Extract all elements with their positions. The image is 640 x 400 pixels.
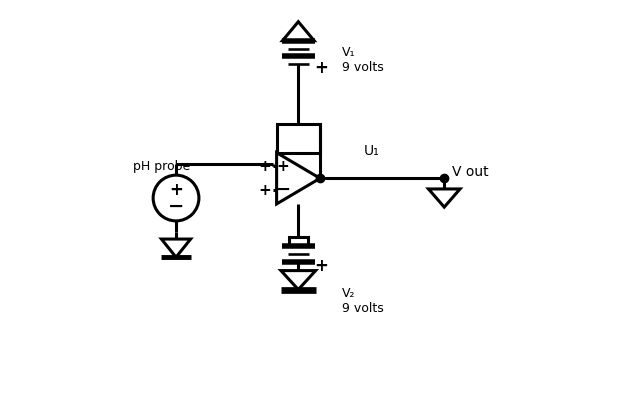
Text: pH probe: pH probe — [132, 160, 190, 173]
Text: V out: V out — [452, 165, 489, 179]
Text: +: + — [259, 159, 271, 174]
Text: U₁: U₁ — [364, 144, 379, 158]
Text: V₂
9 volts: V₂ 9 volts — [342, 286, 383, 314]
Bar — [289, 238, 308, 246]
Text: V₁
9 volts: V₁ 9 volts — [342, 46, 383, 74]
Text: +: + — [259, 183, 271, 198]
Text: +: + — [169, 181, 183, 199]
Bar — [276, 124, 320, 153]
Text: +: + — [276, 159, 289, 174]
Text: +: + — [314, 257, 328, 275]
Text: −: − — [168, 197, 184, 216]
Text: −: − — [275, 181, 291, 199]
Text: +: + — [314, 59, 328, 77]
